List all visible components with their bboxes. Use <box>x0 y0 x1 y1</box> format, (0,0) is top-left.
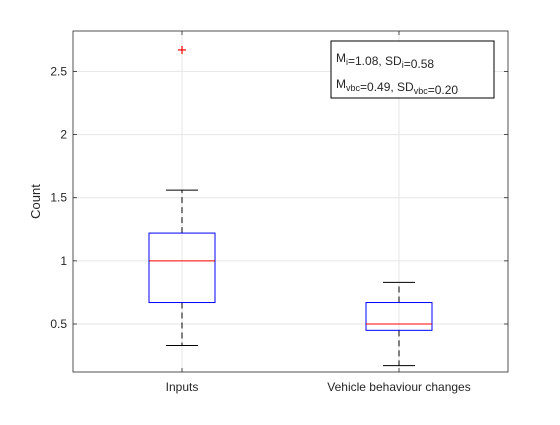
y-tick-label: 0.5 <box>50 317 67 331</box>
stats-annotation-line: Mi=1.08, SDi=0.58 <box>336 51 434 71</box>
x-tick-label: Vehicle behaviour changes <box>327 380 470 394</box>
box <box>365 302 433 331</box>
y-tick-label: 1.5 <box>50 191 67 205</box>
stats-annotation-line: Mvbc=0.49, SDvbc=0.20 <box>336 77 458 97</box>
stats-annotation-box <box>330 40 495 99</box>
y-axis-label: Count <box>28 184 43 219</box>
outlier-marker <box>178 45 186 54</box>
x-tick-label: Inputs <box>166 380 199 394</box>
y-tick-label: 1 <box>60 254 67 268</box>
axes-frame <box>72 30 509 373</box>
y-tick-label: 2.5 <box>50 64 67 78</box>
box <box>148 232 216 304</box>
y-tick-label: 2 <box>60 128 67 142</box>
